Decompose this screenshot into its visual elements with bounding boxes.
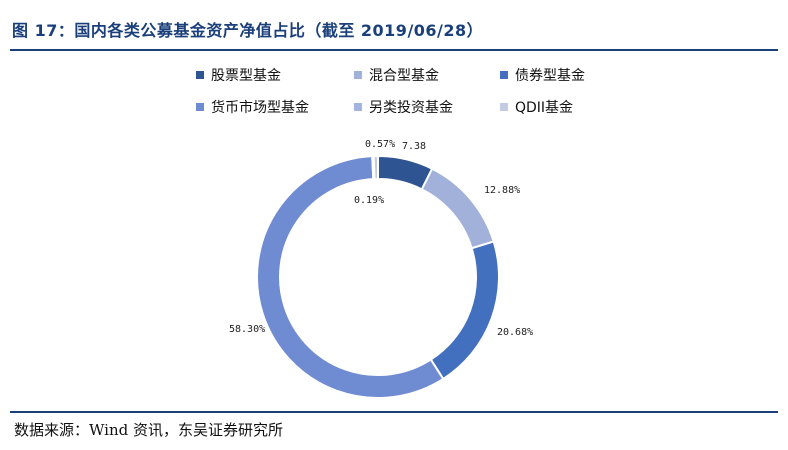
legend-label-5: QDII基金 <box>515 100 574 116</box>
data-label-0: 7.38 <box>402 141 426 152</box>
legend-item-0: 股票型基金 <box>196 65 281 85</box>
legend-label-4: 另类投资基金 <box>369 100 453 116</box>
legend-swatch-1 <box>354 71 362 79</box>
data-label-5: 0.57% <box>365 139 395 150</box>
title-rule <box>10 49 778 51</box>
source-note: 数据来源：Wind 资讯，东吴证券研究所 <box>14 421 283 439</box>
chart-legend: 股票型基金 混合型基金 债券型基金 货币市场型基金 另类投资基金 QDII基金 <box>0 0 788 130</box>
donut-data-labels: 7.38 12.88% 20.68% 58.30% 0.19% 0.57% <box>229 139 533 338</box>
legend-item-4: 另类投资基金 <box>354 97 453 117</box>
legend-label-1: 混合型基金 <box>369 68 439 84</box>
donut-slice-2 <box>429 240 500 381</box>
legend-item-2: 债券型基金 <box>500 65 585 85</box>
legend-swatch-5 <box>500 103 508 111</box>
data-label-2: 20.68% <box>497 327 533 338</box>
data-label-4: 0.19% <box>354 195 384 206</box>
data-label-3: 58.30% <box>229 324 265 335</box>
chart-title: 图 17：国内各类公募基金资产净值占比（截至 2019/06/28） <box>12 21 484 40</box>
donut-slice-5 <box>372 154 379 181</box>
legend-label-2: 债券型基金 <box>515 68 585 84</box>
legend-label-3: 货币市场型基金 <box>211 100 309 116</box>
data-label-1: 12.88% <box>484 185 520 196</box>
source-rule <box>10 411 778 413</box>
legend-swatch-4 <box>354 103 362 111</box>
donut-slice-3 <box>256 155 445 399</box>
donut-slices <box>256 154 500 399</box>
legend-item-1: 混合型基金 <box>354 65 439 85</box>
legend-item-5: QDII基金 <box>500 97 573 117</box>
legend-swatch-2 <box>500 71 508 79</box>
legend-label-0: 股票型基金 <box>211 68 281 84</box>
donut-slice-1 <box>420 167 495 250</box>
legend-swatch-3 <box>196 103 204 111</box>
legend-swatch-0 <box>196 71 204 79</box>
legend-item-3: 货币市场型基金 <box>196 97 309 117</box>
